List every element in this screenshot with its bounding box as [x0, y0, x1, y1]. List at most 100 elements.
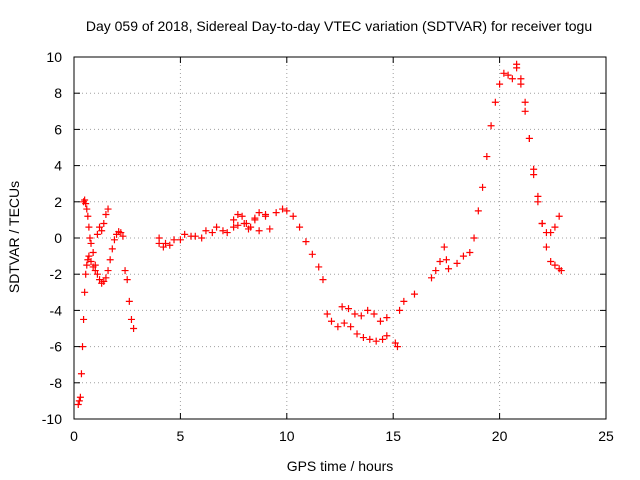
- data-point: [81, 196, 89, 204]
- data-point: [96, 223, 104, 231]
- data-point: [453, 259, 461, 267]
- data-point: [102, 274, 110, 282]
- data-point: [110, 236, 118, 244]
- series-middle-branch-b: [155, 221, 274, 247]
- data-point: [508, 75, 516, 83]
- data-point: [372, 337, 380, 345]
- data-point: [521, 107, 529, 115]
- y-axis-title: SDTVAR / TECUs: [6, 181, 22, 293]
- y-tick-label: -6: [50, 339, 63, 355]
- data-point: [474, 207, 482, 215]
- data-point: [87, 258, 95, 266]
- data-point: [251, 214, 259, 222]
- data-point: [364, 306, 372, 314]
- data-point: [410, 290, 418, 298]
- data-point: [74, 401, 82, 409]
- data-point: [557, 267, 565, 275]
- data-point: [491, 98, 499, 106]
- data-point: [500, 69, 508, 77]
- x-tick-label: 15: [385, 428, 401, 444]
- chart-title: Day 059 of 2018, Sidereal Day-to-day VTE…: [86, 18, 592, 34]
- data-point: [315, 263, 323, 271]
- data-point: [208, 229, 216, 237]
- data-point: [159, 243, 167, 251]
- data-point: [366, 335, 374, 343]
- data-point: [347, 323, 355, 331]
- data-point: [334, 323, 342, 331]
- data-point: [359, 334, 367, 342]
- y-tick-label: 6: [54, 121, 62, 137]
- data-point: [223, 229, 231, 237]
- data-point: [80, 315, 88, 323]
- data-point: [170, 236, 178, 244]
- data-point: [436, 258, 444, 266]
- data-point: [327, 317, 335, 325]
- data-point: [234, 210, 242, 218]
- x-axis-title: GPS time / hours: [287, 458, 394, 474]
- data-point: [379, 335, 387, 343]
- data-point: [123, 276, 131, 284]
- data-point: [108, 245, 116, 253]
- data-point: [283, 207, 291, 215]
- y-tick-label: -10: [42, 411, 62, 427]
- data-point: [176, 236, 184, 244]
- x-tick-labels: 0 5 10 15 20 25: [70, 428, 614, 444]
- x-tick-label: 20: [492, 428, 508, 444]
- data-point: [230, 216, 238, 224]
- data-point: [104, 205, 112, 213]
- y-tick-label: 8: [54, 85, 62, 101]
- y-tick-label: 4: [54, 158, 62, 174]
- data-point: [84, 212, 92, 220]
- data-point: [391, 339, 399, 347]
- grid-lines: [74, 57, 606, 419]
- data-point: [106, 256, 114, 264]
- series-lower-early-branch: [74, 228, 138, 409]
- data-point: [308, 250, 316, 258]
- data-point: [85, 252, 93, 260]
- y-tick-label: 0: [54, 230, 62, 246]
- data-point: [83, 261, 91, 269]
- data-point: [479, 183, 487, 191]
- data-point: [89, 248, 97, 256]
- data-point: [442, 256, 450, 264]
- x-tick-label: 25: [598, 428, 614, 444]
- data-points: [74, 60, 565, 409]
- data-point: [432, 267, 440, 275]
- data-point: [76, 393, 84, 401]
- data-point: [202, 227, 210, 235]
- data-point: [93, 270, 101, 278]
- data-point: [428, 274, 436, 282]
- data-point: [242, 220, 250, 228]
- data-point: [393, 343, 401, 351]
- data-point: [96, 276, 104, 284]
- y-tick-label: -4: [50, 302, 63, 318]
- data-point: [125, 297, 133, 305]
- data-point: [547, 229, 555, 237]
- data-point: [357, 312, 365, 320]
- data-point: [255, 227, 263, 235]
- data-point: [102, 210, 110, 218]
- data-point: [162, 239, 170, 247]
- data-point: [181, 230, 189, 238]
- data-point: [91, 261, 99, 269]
- data-point: [466, 248, 474, 256]
- data-point: [551, 223, 559, 231]
- x-tick-label: 10: [279, 428, 295, 444]
- data-point: [272, 209, 280, 217]
- data-point: [247, 223, 255, 231]
- data-point: [340, 319, 348, 327]
- y-tick-labels: -10 -8 -6 -4 -2 0 2 4 6 8 10: [42, 49, 62, 427]
- data-point: [504, 71, 512, 79]
- series-evening-recovery: [391, 64, 563, 351]
- data-point: [85, 223, 93, 231]
- data-point: [104, 267, 112, 275]
- data-point: [521, 98, 529, 106]
- data-point: [100, 220, 108, 228]
- data-point: [266, 225, 274, 233]
- data-point: [84, 256, 92, 264]
- axis-ticks: [73, 56, 607, 420]
- data-point: [219, 227, 227, 235]
- data-point: [351, 310, 359, 318]
